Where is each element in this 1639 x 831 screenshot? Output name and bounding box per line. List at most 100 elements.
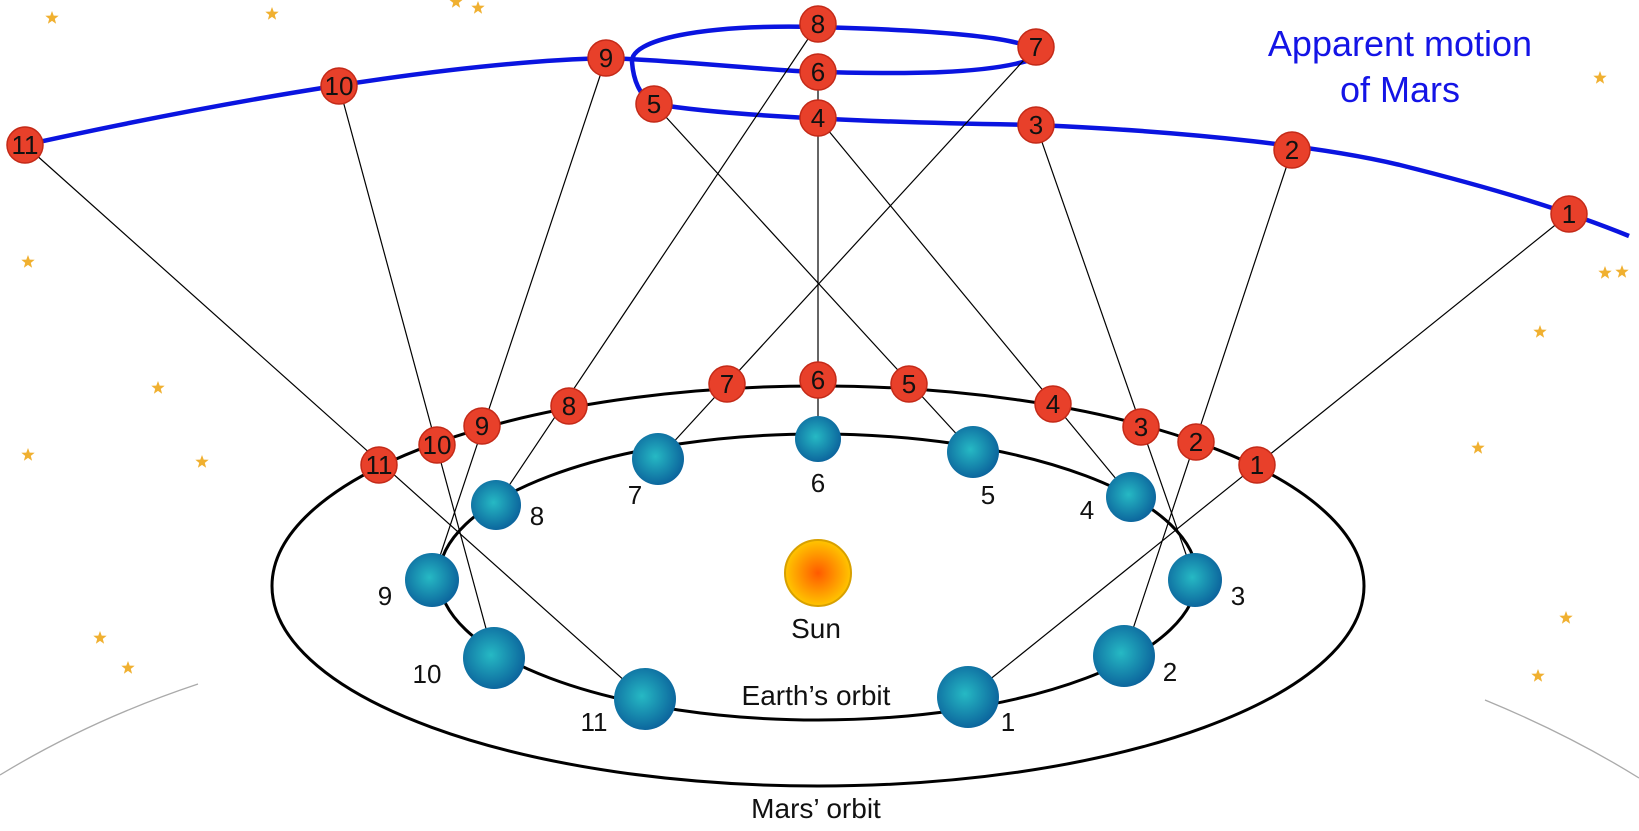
star-icon — [1559, 611, 1573, 624]
mars-apparent-marker-icon — [799, 99, 837, 137]
earth-position-label: 10 — [413, 659, 442, 689]
star-icon — [1471, 441, 1485, 454]
mars-apparent-marker-icon — [1273, 131, 1311, 169]
earth-position-label: 5 — [981, 480, 995, 510]
star-icon — [1593, 71, 1607, 84]
earth-position-label: 3 — [1231, 581, 1245, 611]
mars-orbit-label: Mars’ orbit — [751, 793, 881, 824]
earth-position-label: 8 — [530, 501, 544, 531]
mars-orbit-marker-label: 1 — [1250, 450, 1264, 480]
star-icon — [471, 1, 485, 14]
mars-apparent-marker-label: 2 — [1285, 135, 1299, 165]
background-arc-right — [1484, 699, 1639, 779]
mars-apparent-marker-icon — [587, 39, 625, 77]
star-icon — [151, 381, 165, 394]
star-icon — [1533, 325, 1547, 338]
earth-position-label: 2 — [1163, 657, 1177, 687]
mars-orbit-marker-label: 8 — [562, 391, 576, 421]
star-icon — [449, 0, 463, 8]
star-icon — [195, 455, 209, 468]
earth-icon — [1093, 625, 1155, 687]
mars-orbit-marker-icon — [550, 387, 588, 425]
star-icon — [21, 448, 35, 461]
star-icon — [93, 631, 107, 644]
earth-position-label: 4 — [1080, 495, 1094, 525]
mars-orbit-marker-icon — [1238, 446, 1276, 484]
mars-orbit-marker-label: 10 — [423, 430, 452, 460]
earth-icon — [937, 666, 999, 728]
mars-apparent-marker-icon — [635, 85, 673, 123]
mars-orbit-marker-label: 7 — [720, 369, 734, 399]
star-icon — [45, 11, 59, 24]
mars-apparent-marker-icon — [1550, 195, 1588, 233]
mars-apparent-marker-label: 6 — [811, 57, 825, 87]
earth-icon — [632, 433, 684, 485]
mars-apparent-marker-label: 10 — [325, 71, 354, 101]
mars-orbit-marker-icon — [1034, 385, 1072, 423]
sight-line — [1123, 149, 1293, 657]
mars-apparent-marker-label: 11 — [12, 130, 39, 160]
earth-position-label: 9 — [378, 581, 392, 611]
sight-line — [653, 103, 974, 453]
title-line-2: of Mars — [1340, 69, 1460, 110]
title-line-1: Apparent motion — [1268, 23, 1532, 64]
earth-positions: 1 2 3 4 5 6 7 8 9 10 11 — [378, 416, 1245, 737]
earth-icon — [1106, 472, 1156, 522]
mars-orbit-marker-icon — [708, 365, 746, 403]
mars-apparent-marker-icon — [1017, 106, 1055, 144]
star-icon — [1531, 669, 1545, 682]
mars-orbit-marker-label: 2 — [1189, 427, 1203, 457]
mars-apparent-marker-label: 9 — [599, 43, 613, 73]
mars-orbit-marker-label: 4 — [1046, 389, 1060, 419]
star-icon — [1598, 266, 1612, 279]
sight-line — [495, 23, 819, 506]
sight-line — [1035, 124, 1196, 581]
background-arc-left — [0, 683, 199, 776]
earth-icon — [463, 627, 525, 689]
star-icon — [1615, 265, 1629, 278]
mars-orbit-marker-label: 11 — [366, 450, 393, 480]
sun — [784, 539, 852, 607]
sight-line — [24, 144, 646, 700]
mars-orbit-marker-icon — [890, 365, 928, 403]
mars-orbit-marker-icon — [799, 361, 837, 399]
mars-orbit-marker-icon — [463, 407, 501, 445]
earth-icon — [1168, 553, 1222, 607]
mars-orbit-marker-icon — [418, 426, 456, 464]
earth-icon — [614, 668, 676, 730]
mars-apparent-marker-icon — [799, 5, 837, 43]
mars-orbit-marker-label: 6 — [811, 365, 825, 395]
mars-apparent-marker-icon — [6, 126, 44, 164]
star-icon — [21, 255, 35, 268]
star-icon — [265, 7, 279, 20]
earth-position-label: 1 — [1001, 707, 1015, 737]
mars-apparent-marker-label: 5 — [647, 89, 661, 119]
star-icon — [121, 661, 135, 674]
mars-apparent-marker-label: 3 — [1029, 110, 1043, 140]
mars-apparent-marker-icon — [1017, 28, 1055, 66]
mars-orbit-marker-label: 5 — [902, 369, 916, 399]
earth-orbit-label: Earth’s orbit — [742, 680, 891, 711]
mars-apparent-positions: 1 2 3 4 5 6 7 8 9 10 11 — [6, 5, 1588, 233]
earth-position-label: 7 — [628, 480, 642, 510]
mars-apparent-marker-label: 7 — [1029, 32, 1043, 62]
earth-position-label: 6 — [811, 468, 825, 498]
mars-apparent-marker-icon — [320, 67, 358, 105]
star-field — [21, 0, 1629, 682]
sight-line — [431, 57, 607, 581]
mars-orbit-marker-icon — [360, 446, 398, 484]
mars-orbit-marker-label: 3 — [1134, 412, 1148, 442]
mars-orbit-marker-label: 9 — [475, 411, 489, 441]
mars-orbit-marker-icon — [1177, 423, 1215, 461]
mars-apparent-marker-icon — [799, 53, 837, 91]
mars-orbit-positions: 1 2 3 4 5 6 7 8 9 10 11 — [360, 361, 1276, 484]
earth-icon — [405, 553, 459, 607]
sight-line — [817, 117, 1132, 498]
earth-icon — [471, 480, 521, 530]
mars-apparent-marker-label: 4 — [811, 103, 825, 133]
sight-line — [338, 85, 495, 659]
earth-icon — [795, 416, 841, 462]
mars-orbit-marker-icon — [1122, 408, 1160, 446]
